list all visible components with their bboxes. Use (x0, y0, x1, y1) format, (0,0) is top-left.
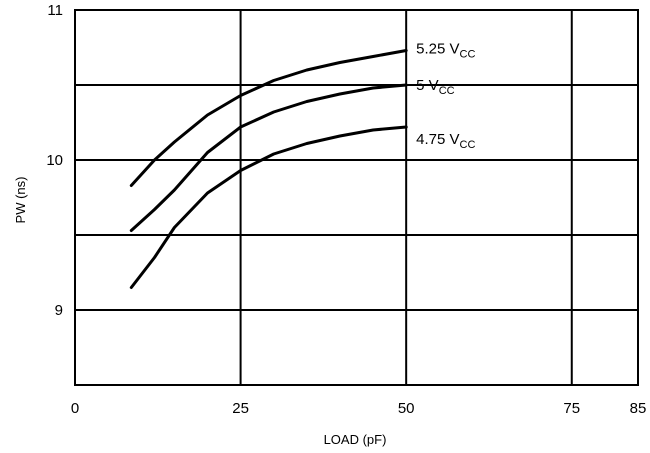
x-tick-labels: 0 25 50 75 85 (71, 400, 647, 417)
x-tick-label: 50 (398, 400, 415, 417)
x-tick-label: 75 (563, 400, 580, 417)
series-label: 5.25 VCC (416, 41, 475, 61)
series-line (129, 49, 408, 187)
series-label-subscript: CC (439, 85, 455, 97)
series-label: 4.75 VCC (416, 131, 475, 151)
x-tick-label: 85 (630, 400, 647, 417)
y-axis-title: PW (ns) (13, 177, 28, 224)
y-tick-label: 11 (47, 2, 63, 19)
plot-frame (74, 9, 639, 386)
x-tick-label: 25 (232, 400, 249, 417)
series-line (129, 83, 408, 232)
series-label-main: 5 V (416, 77, 439, 94)
y-tick-labels: 9 10 11 (46, 2, 63, 319)
series-line (129, 125, 408, 289)
series-label: 5 VCC (416, 77, 454, 97)
grid-lines (75, 10, 638, 385)
series-label-subscript: CC (460, 139, 476, 151)
series-label-subscript: CC (460, 49, 476, 61)
x-axis-title: LOAD (pF) (324, 432, 387, 447)
x-tick-label: 0 (71, 400, 79, 417)
series-lines (129, 49, 408, 289)
series-label-main: 5.25 V (416, 41, 459, 58)
y-tick-label: 10 (46, 152, 63, 169)
y-tick-label: 9 (55, 302, 63, 319)
series-label-main: 4.75 V (416, 131, 459, 148)
